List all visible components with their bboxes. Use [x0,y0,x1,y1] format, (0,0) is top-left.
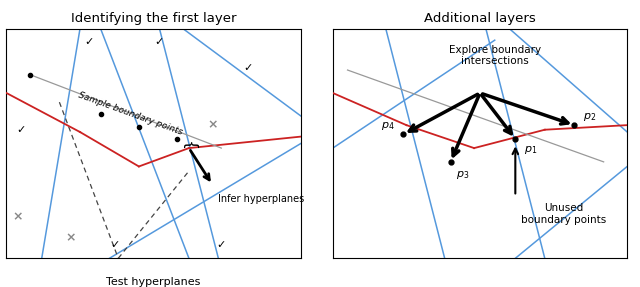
Text: Sample boundary points: Sample boundary points [77,90,184,137]
Text: $p_4$: $p_4$ [381,120,395,132]
Text: ×: × [207,119,218,132]
Text: $p_3$: $p_3$ [456,169,470,181]
Text: ✓: ✓ [84,38,93,47]
Text: ×: × [66,231,76,244]
Text: ✓: ✓ [243,63,253,73]
Text: ✓: ✓ [111,240,120,249]
Text: $p_1$: $p_1$ [524,144,538,156]
Text: Unused
boundary points: Unused boundary points [521,203,607,225]
Text: ×: × [13,210,24,224]
Text: ✓: ✓ [155,38,164,47]
Text: Infer hyperplanes: Infer hyperplanes [218,194,305,204]
Title: Additional layers: Additional layers [424,12,536,25]
Text: $p_2$: $p_2$ [583,111,596,123]
Text: Test hyperplanes: Test hyperplanes [106,277,201,287]
Text: ✓: ✓ [216,240,226,249]
Title: Identifying the first layer: Identifying the first layer [71,12,236,25]
Text: ✓: ✓ [17,125,26,135]
Text: }: } [183,139,198,148]
Text: Explore boundary
intersections: Explore boundary intersections [449,45,541,66]
